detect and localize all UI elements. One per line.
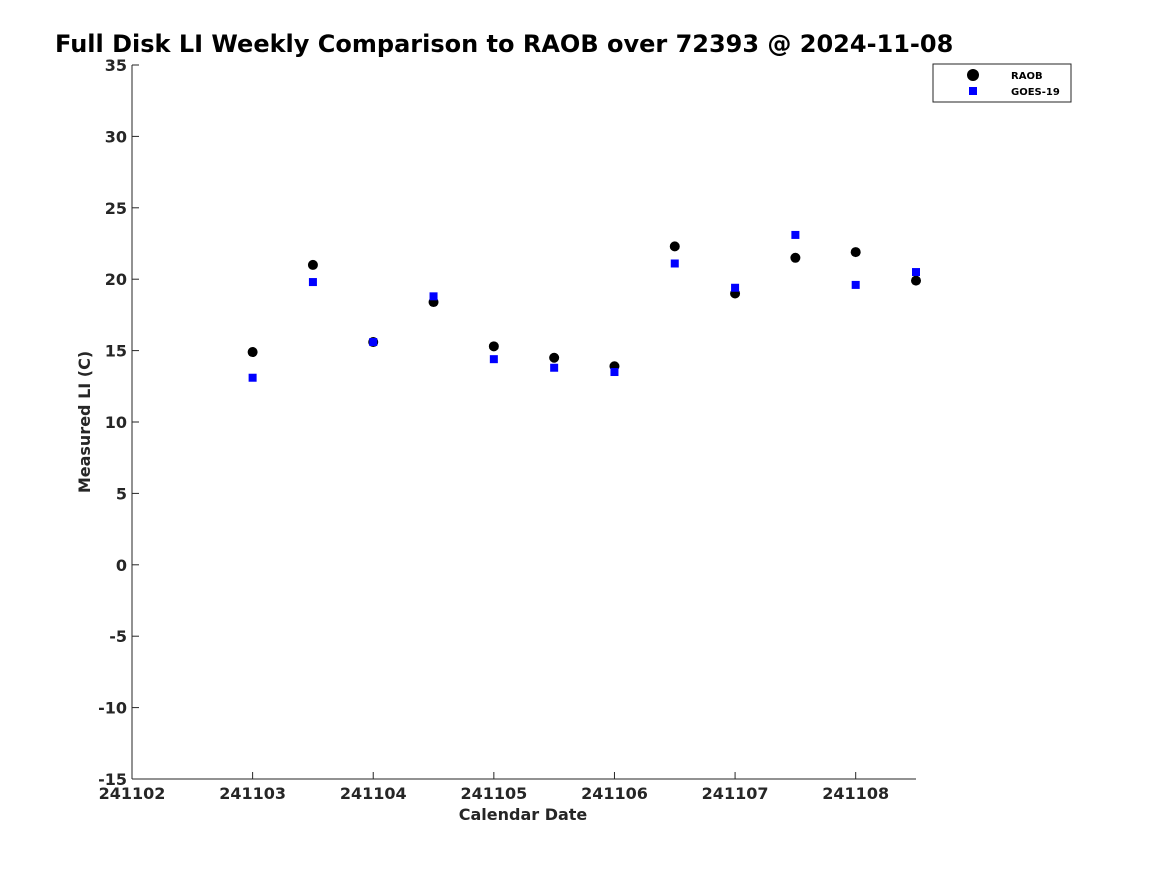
data-point-goes19 bbox=[912, 268, 920, 277]
x-tick-label: 241104 bbox=[340, 784, 407, 803]
x-tick-label: 241107 bbox=[702, 784, 769, 803]
x-tick-label: 241106 bbox=[581, 784, 648, 803]
y-tick-label: 35 bbox=[105, 56, 127, 75]
y-tick-label: 10 bbox=[105, 413, 127, 432]
y-tick-label: -15 bbox=[98, 770, 127, 789]
x-tick-label: 241105 bbox=[460, 784, 527, 803]
y-tick-label: 15 bbox=[105, 342, 127, 361]
data-point-goes19 bbox=[670, 259, 679, 268]
legend: RAOB GOES-19 bbox=[932, 63, 1072, 103]
data-point-raob bbox=[307, 259, 318, 270]
data-point-goes19 bbox=[248, 373, 257, 382]
data-point-goes19 bbox=[610, 368, 619, 377]
data-point-goes19 bbox=[550, 363, 559, 372]
legend-marker-raob bbox=[967, 69, 979, 81]
y-tick-label: -5 bbox=[109, 627, 127, 646]
y-tick-label: 20 bbox=[105, 270, 127, 289]
data-point-raob bbox=[549, 352, 560, 363]
x-axis-ticks: 241102 241103 241104 241105 241106 241107 2411… bbox=[99, 772, 889, 803]
chart-title: Full Disk LI Weekly Comparison to RAOB o… bbox=[55, 30, 953, 58]
series-layer bbox=[247, 230, 921, 382]
data-point-goes19 bbox=[429, 292, 438, 301]
y-tick-label: -10 bbox=[98, 699, 127, 718]
y-tick-label: 25 bbox=[105, 199, 127, 218]
data-point-raob bbox=[247, 347, 258, 358]
data-point-goes19 bbox=[731, 283, 740, 292]
y-axis-ticks: -15 -10 -5 0 5 10 15 20 25 30 35 bbox=[98, 56, 139, 789]
data-point-goes19 bbox=[369, 338, 378, 347]
data-point-goes19 bbox=[489, 355, 498, 364]
data-point-goes19 bbox=[851, 280, 860, 289]
data-point-goes19 bbox=[791, 230, 800, 239]
data-point-raob bbox=[790, 252, 801, 263]
y-tick-label: 5 bbox=[116, 484, 127, 503]
legend-box bbox=[932, 63, 1072, 103]
legend-marker-goes19 bbox=[969, 87, 977, 95]
legend-label-raob: RAOB bbox=[1011, 71, 1043, 82]
data-point-raob bbox=[669, 241, 680, 252]
x-tick-label: 241102 bbox=[99, 784, 166, 803]
x-tick-label: 241108 bbox=[822, 784, 889, 803]
x-tick-label: 241103 bbox=[219, 784, 286, 803]
x-axis-label: Calendar Date bbox=[459, 805, 588, 824]
y-tick-label: 0 bbox=[116, 556, 127, 575]
legend-label-goes19: GOES-19 bbox=[1011, 87, 1060, 98]
data-point-goes19 bbox=[308, 278, 317, 287]
data-point-raob bbox=[850, 247, 861, 258]
data-point-raob bbox=[911, 275, 921, 286]
y-tick-label: 30 bbox=[105, 127, 127, 146]
data-point-raob bbox=[488, 341, 499, 352]
y-axis-label: Measured LI (C) bbox=[75, 351, 94, 493]
